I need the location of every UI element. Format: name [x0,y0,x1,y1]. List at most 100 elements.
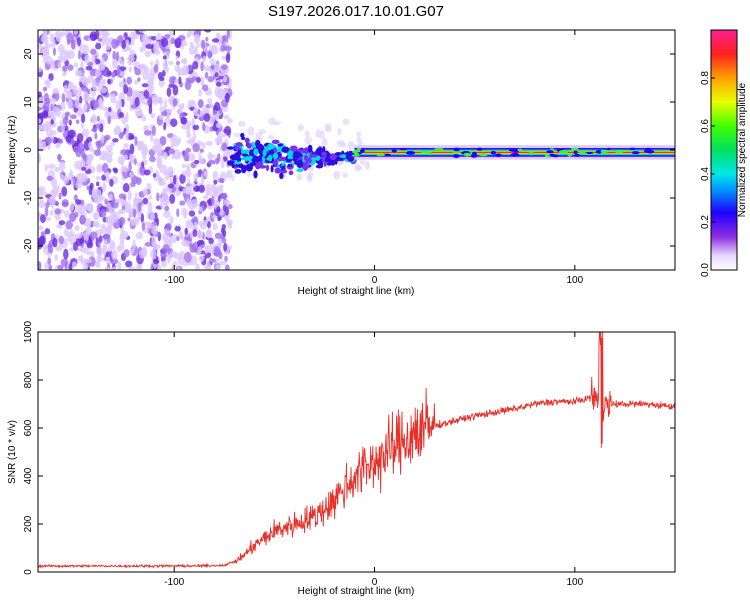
noise-blob [212,109,218,116]
noise-blob [122,182,130,193]
noise-blob [144,124,149,131]
noise-blob [204,30,212,33]
noise-blob [175,60,181,66]
noise-blob [196,230,204,239]
noise-blob [57,153,61,162]
noise-blob [157,143,163,152]
signal-blob [244,137,250,144]
noise-blob [129,31,138,38]
colorbar: 0.0 0.2 0.4 0.6 0.8 Normalized spectral ampl… [700,29,748,277]
noise-blob [100,78,106,85]
noise-blob [141,222,146,231]
signal-blob [240,149,245,154]
noise-blob [162,55,167,60]
spectrogram-x-label: Height of straight line (km) [298,286,415,297]
noise-blob [107,78,111,85]
noise-blob [219,185,224,194]
signal-blob [273,158,279,167]
noise-blob [120,230,129,240]
signal-blob [336,156,341,162]
noise-blob [63,228,69,237]
noise-blob [198,220,205,227]
noise-blob [196,43,200,48]
noise-blob [177,266,181,270]
noise-blob [190,183,196,188]
noise-blob [40,35,49,43]
noise-blob [80,247,85,253]
noise-blob [118,216,126,225]
noise-blob [167,183,174,189]
signal-blob [241,153,249,157]
noise-blob [58,220,66,226]
noise-blob [161,187,168,198]
signal-blob [257,143,264,150]
noise-blob [117,198,125,204]
noise-blob [42,86,48,92]
noise-blob [110,141,116,147]
noise-blob [100,86,107,94]
noise-blob [237,120,246,127]
carrier-mark [629,147,636,151]
noise-blob [200,61,204,72]
colorbar-gradient [710,29,738,271]
noise-blob [355,165,363,171]
signal-blob [311,154,318,158]
noise-blob [112,50,116,61]
noise-blob [119,71,126,77]
noise-blob [356,136,362,143]
noise-blob [97,84,101,92]
noise-blob [204,71,209,79]
signal-blob [226,146,235,150]
noise-blob [94,132,98,140]
noise-blob [223,199,231,205]
carrier-mark [451,150,462,154]
noise-blob [163,200,168,207]
noise-blob [215,35,223,46]
noise-blob [40,214,46,224]
spectrogram-y-label: Frequency (Hz) [7,116,18,185]
noise-blob [178,231,184,240]
snr-series-line [38,332,675,569]
noise-blob [233,132,241,137]
noise-blob [224,125,232,136]
noise-blob [151,225,158,235]
noise-blob [223,242,228,252]
noise-blob [111,59,118,69]
noise-blob [200,39,206,50]
carrier-mark [391,149,397,153]
noise-blob [160,252,168,258]
noise-blob [156,158,163,168]
carrier-mark [463,152,471,157]
noise-blob [86,96,94,102]
noise-blob [77,142,85,154]
noise-blob [144,50,152,58]
noise-blob [99,156,105,161]
noise-blob [77,255,83,262]
noise-blob [91,128,98,133]
noise-blob [63,84,68,94]
signal-blob [231,163,235,169]
noise-blob [227,221,233,230]
noise-blob [158,181,167,186]
noise-blob [180,116,188,125]
noise-blob [214,62,221,73]
noise-blob [118,66,127,71]
x-tick-label: -100 [164,275,184,286]
carrier-mark [631,151,640,155]
noise-blob [160,111,168,117]
noise-blob [118,209,124,215]
signal-blob [232,153,240,161]
noise-blob [214,86,222,98]
noise-blob [90,48,97,55]
noise-blob [157,264,162,270]
x-tick-label: -100 [164,577,184,588]
snr-frame [37,331,676,573]
noise-blob [70,39,76,50]
signal-blob [240,132,245,138]
noise-blob [195,186,200,192]
carrier-mark [478,152,489,157]
noise-blob [80,77,87,83]
noise-blob [168,61,174,66]
noise-blob [132,208,137,218]
noise-blob [192,61,199,70]
